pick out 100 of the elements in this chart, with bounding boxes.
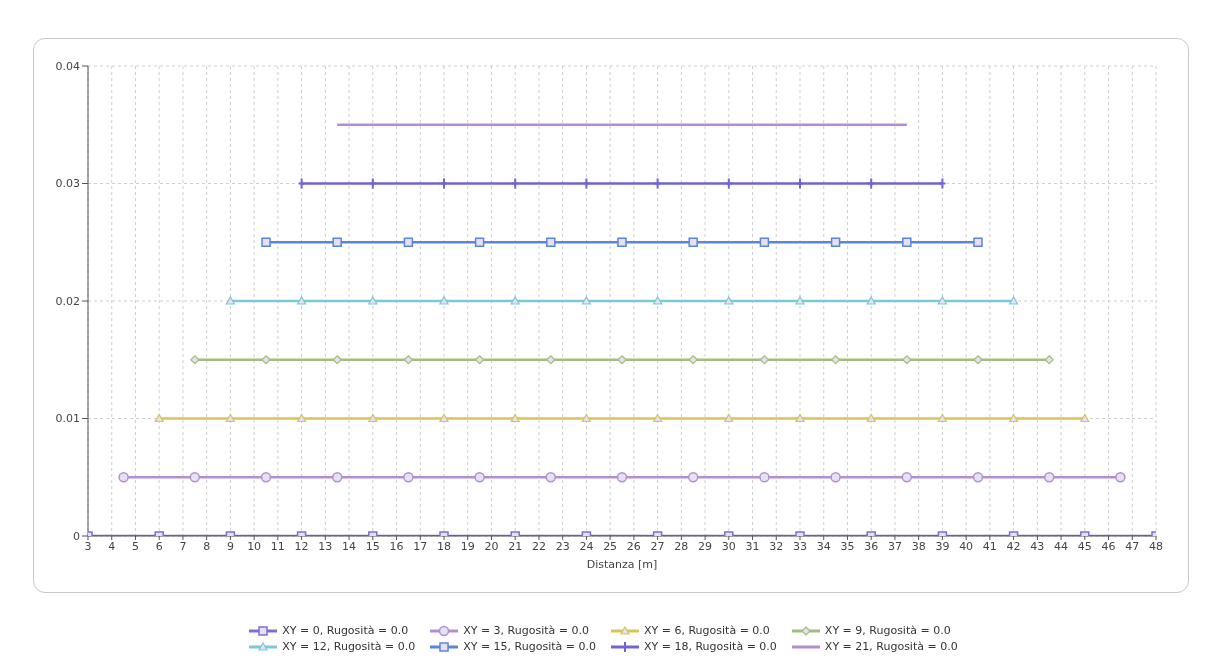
point <box>973 237 983 247</box>
point <box>616 472 628 483</box>
point <box>617 237 627 247</box>
legend-label: XY = 12, Rugosità = 0.0 <box>282 640 416 653</box>
point <box>902 355 912 365</box>
y-tick-label: 0.02 <box>55 294 80 308</box>
x-tick-label: 4 <box>108 539 116 553</box>
x-tick-label: 36 <box>864 539 879 553</box>
x-tick-label: 18 <box>437 539 451 553</box>
point <box>759 472 770 483</box>
point <box>795 296 805 305</box>
y-tick-label: 0.01 <box>55 412 80 426</box>
point <box>190 355 200 365</box>
x-tick-label: 5 <box>131 539 139 553</box>
y-tick-label: 0.04 <box>55 59 80 73</box>
point <box>937 296 947 305</box>
x-tick-label: 32 <box>769 539 784 553</box>
x-tick-label: 23 <box>555 539 570 553</box>
x-tick-label: 35 <box>840 539 855 553</box>
point <box>724 296 734 305</box>
point <box>403 237 414 247</box>
legend-label: XY = 6, Rugosità = 0.0 <box>644 624 770 637</box>
point <box>972 472 984 483</box>
x-tick-label: 40 <box>959 539 974 553</box>
point <box>510 296 520 305</box>
x-tick-label: 3 <box>84 539 92 553</box>
point <box>332 237 342 247</box>
point <box>403 472 414 483</box>
point <box>687 472 699 483</box>
point <box>795 413 805 423</box>
point <box>225 296 235 305</box>
point <box>297 296 307 305</box>
x-tick-label: 29 <box>698 539 713 553</box>
x-tick-label: 20 <box>484 539 499 553</box>
x-tick-label: 17 <box>413 539 428 553</box>
x-tick-label: 25 <box>603 539 618 553</box>
point <box>332 355 342 365</box>
point <box>403 355 413 365</box>
x-tick-label: 37 <box>887 539 902 553</box>
point <box>1043 472 1055 483</box>
x-tick-label: 42 <box>1006 539 1021 553</box>
point <box>759 237 770 247</box>
x-tick-label: 19 <box>460 539 475 553</box>
legend-label: XY = 15, Rugosità = 0.0 <box>463 640 596 653</box>
x-tick-label: 47 <box>1125 539 1140 553</box>
x-tick-label: 30 <box>721 539 736 553</box>
point <box>581 413 591 423</box>
x-tick-label: 26 <box>626 539 641 553</box>
point <box>1044 355 1054 365</box>
y-tick-label: 0 <box>73 529 80 543</box>
point <box>154 413 164 423</box>
x-tick-label: 33 <box>793 539 807 553</box>
point <box>474 472 485 483</box>
point <box>474 237 485 247</box>
point <box>937 413 947 423</box>
point <box>546 355 556 365</box>
point <box>830 472 841 483</box>
point <box>688 237 698 247</box>
point <box>261 355 271 365</box>
point <box>581 296 591 305</box>
point <box>1115 472 1126 483</box>
x-tick-label: 24 <box>579 539 594 553</box>
point <box>225 413 235 423</box>
point <box>545 472 557 483</box>
point <box>546 237 556 247</box>
point <box>653 296 663 305</box>
x-tick-label: 31 <box>745 539 760 553</box>
y-tick-label: 0.03 <box>55 177 80 191</box>
point <box>260 472 272 483</box>
point <box>866 296 876 305</box>
point <box>297 413 307 423</box>
legend-label: XY = 3, Rugosità = 0.0 <box>463 624 589 637</box>
x-tick-label: 48 <box>1149 539 1163 553</box>
x-tick-label: 46 <box>1101 539 1116 553</box>
point <box>331 472 343 483</box>
point <box>439 296 449 305</box>
point <box>368 296 378 305</box>
x-tick-label: 6 <box>155 539 163 553</box>
point <box>830 237 841 247</box>
point <box>901 472 913 483</box>
legend-label: XY = 18, Rugosità = 0.0 <box>644 640 777 653</box>
point <box>724 413 734 423</box>
x-tick-label: 11 <box>270 539 285 553</box>
x-tick-label: 22 <box>531 539 546 553</box>
point <box>1009 296 1019 305</box>
x-tick-label: 10 <box>247 539 262 553</box>
x-tick-label: 34 <box>816 539 831 553</box>
x-tick-label: 28 <box>674 539 689 553</box>
point <box>118 472 129 483</box>
x-tick-label: 44 <box>1054 539 1069 553</box>
point <box>510 413 520 423</box>
x-axis-title: Distanza [m] <box>586 558 658 571</box>
x-tick-label: 16 <box>389 539 404 553</box>
x-tick-label: 7 <box>179 539 187 553</box>
legend-label: XY = 21, Rugosità = 0.0 <box>824 640 958 653</box>
x-tick-label: 39 <box>935 539 950 553</box>
point <box>368 413 378 423</box>
point <box>653 413 663 423</box>
point <box>261 237 271 247</box>
point <box>1080 413 1090 423</box>
